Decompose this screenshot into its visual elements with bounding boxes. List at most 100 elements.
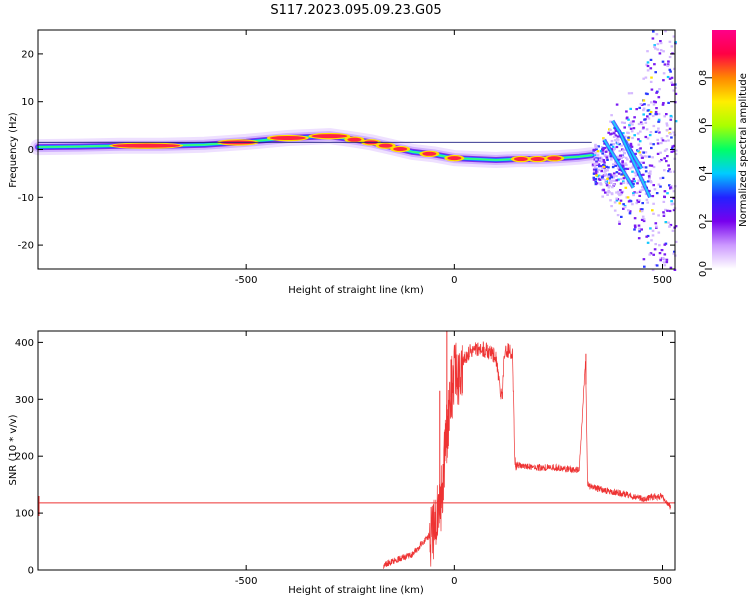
scatter-cell [665, 122, 669, 125]
scatter-cell [655, 264, 659, 267]
scatter-cell [597, 178, 601, 181]
scatter-cell [638, 106, 641, 109]
scatter-cell [662, 211, 665, 214]
scatter-cell [602, 137, 605, 140]
scatter-cell [602, 165, 606, 168]
scatter-cell [613, 209, 617, 212]
scatter-cell [648, 155, 651, 158]
scatter-cell [668, 77, 672, 80]
scatter-cell [672, 131, 676, 134]
scatter-cell [653, 100, 656, 103]
scatter-cell [606, 177, 609, 180]
scatter-cell [620, 121, 624, 124]
scatter-cell [652, 184, 655, 187]
scatter-cell [615, 197, 618, 200]
scatter-cell [664, 208, 667, 211]
scatter-cell [601, 176, 604, 179]
scatter-cell [669, 223, 673, 227]
scatter-cell [597, 163, 601, 166]
scatter-cell [674, 152, 678, 156]
scatter-cell [662, 212, 666, 216]
scatter-cell [593, 153, 597, 156]
scatter-cell [657, 183, 661, 186]
scatter-cell [651, 195, 655, 198]
scatter-cell [616, 141, 620, 144]
scatter-cell [672, 209, 676, 212]
scatter-cell [667, 101, 670, 104]
scatter-cell [594, 143, 597, 146]
colorbar-tick-label: 0.4 [698, 165, 709, 181]
snr-x-label: Height of straight line (km) [288, 585, 424, 596]
scatter-cell [592, 172, 596, 175]
scatter-cell [601, 177, 605, 181]
scatter-cell [616, 155, 619, 158]
scatter-cell [668, 68, 672, 71]
scatter-cell [639, 189, 643, 192]
scatter-cell [618, 156, 621, 159]
scatter-cell [632, 182, 635, 186]
scatter-cell [670, 147, 674, 150]
scatter-cell [663, 169, 666, 172]
scatter-cell [665, 124, 669, 127]
ridge-peak [422, 151, 437, 156]
scatter-cell [629, 127, 633, 130]
scatter-cell [670, 76, 674, 79]
scatter-cell [631, 180, 634, 183]
scatter-cell [644, 76, 648, 79]
ridge-peak [269, 136, 306, 141]
scatter-cell [668, 55, 672, 59]
scatter-cell [620, 191, 624, 194]
scatter-cell [641, 127, 645, 130]
scatter-cell [605, 180, 608, 183]
scatter-cell [661, 176, 665, 179]
scatter-cell [636, 132, 640, 135]
spectrogram-y-tick-label: 10 [21, 97, 34, 108]
scatter-cell [659, 40, 662, 43]
scatter-cell [622, 155, 625, 158]
scatter-cell [637, 148, 641, 151]
scatter-cell [647, 175, 651, 178]
scatter-cell [616, 190, 620, 193]
scatter-cell [592, 168, 596, 171]
scatter-cell [647, 172, 651, 175]
scatter-cell [603, 151, 607, 154]
scatter-cell [665, 129, 669, 132]
scatter-cell [653, 63, 656, 66]
scatter-cell [667, 60, 670, 63]
scatter-cell [627, 209, 630, 212]
scatter-cell [594, 152, 597, 155]
scatter-cell [602, 189, 606, 192]
scatter-cell [612, 174, 616, 177]
scatter-cell [638, 194, 641, 197]
scatter-cell [616, 167, 620, 170]
ridge-peak [530, 157, 545, 162]
scatter-cell [654, 222, 658, 225]
scatter-cell [646, 115, 649, 118]
scatter-cell [650, 88, 654, 91]
scatter-cell [646, 64, 650, 68]
scatter-cell [613, 179, 616, 182]
scatter-cell [638, 151, 641, 154]
scatter-cell [656, 152, 660, 155]
scatter-cell [629, 122, 632, 125]
scatter-cell [604, 179, 607, 182]
scatter-cell [606, 158, 609, 161]
scatter-cell [604, 168, 607, 171]
scatter-cell [620, 157, 623, 160]
spectrogram-y-tick-label: 20 [21, 49, 34, 60]
scatter-cell [670, 200, 673, 203]
scatter-cell [609, 128, 612, 131]
spectrogram-y-tick-label: 0 [28, 145, 34, 156]
scatter-cell [670, 115, 673, 118]
scatter-cell [650, 101, 653, 104]
scatter-cell [619, 177, 623, 181]
scatter-cell [636, 150, 640, 153]
scatter-cell [607, 131, 610, 134]
scatter-cell [597, 175, 601, 178]
scatter-cell [638, 199, 641, 202]
scatter-cell [663, 149, 667, 152]
snr-y-tick-label: 200 [15, 452, 34, 463]
scatter-cell [623, 121, 626, 124]
scatter-cell [652, 202, 655, 205]
scatter-cell [645, 235, 648, 238]
